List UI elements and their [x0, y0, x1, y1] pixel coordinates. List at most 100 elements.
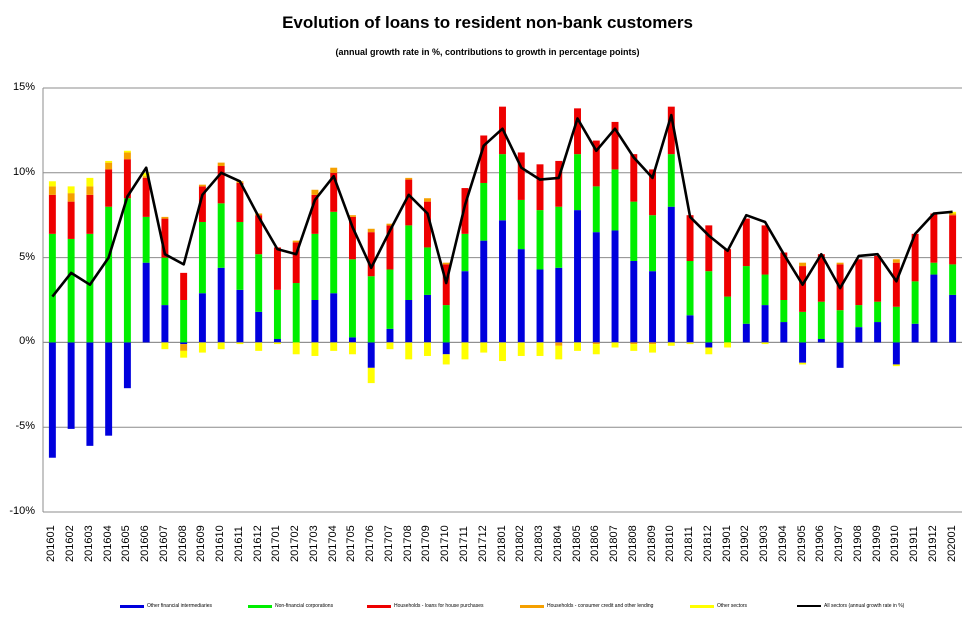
bar-segment — [67, 193, 75, 202]
legend-item: Households - consumer credit and other l… — [520, 603, 653, 609]
bar-segment — [386, 225, 394, 270]
bar-segment — [217, 342, 225, 350]
x-tick-label: 201901 — [720, 525, 733, 562]
bar-segment — [742, 323, 750, 343]
legend-swatch — [797, 605, 821, 607]
bar-segment — [292, 342, 300, 355]
bar-segment — [161, 342, 169, 350]
legend-item: Other sectors — [690, 603, 747, 609]
bar-segment — [198, 186, 206, 222]
bar-segment — [180, 300, 188, 343]
bar-segment — [592, 342, 600, 345]
bar-segment — [499, 342, 506, 362]
bar-segment — [48, 233, 56, 343]
bar-segment — [198, 221, 206, 294]
bar-segment — [105, 169, 113, 207]
bar-segment — [67, 342, 75, 429]
bar-segment — [424, 198, 431, 202]
bar-segment — [105, 160, 113, 163]
bar-segment — [892, 262, 900, 307]
bar-segment — [742, 266, 750, 324]
bar-segment — [649, 169, 657, 216]
bar-segment — [611, 169, 619, 231]
legend-item: Other financial intermediaries — [120, 603, 212, 609]
legend-label: Other financial intermediaries — [147, 603, 213, 609]
bar-segment — [836, 310, 844, 343]
bar-segment — [667, 154, 675, 207]
x-tick-label: 201711 — [457, 526, 470, 562]
bar-segment — [386, 223, 394, 226]
legend-swatch — [248, 604, 272, 608]
bar-segment — [892, 364, 900, 367]
bar-segment — [592, 232, 600, 343]
bar-segment — [405, 300, 413, 343]
bar-segment — [536, 269, 544, 343]
bar-segment — [217, 267, 225, 343]
x-tick-label: 201812 — [701, 525, 714, 562]
bar-segment — [105, 342, 113, 436]
legend-label: Households - consumer credit and other l… — [547, 603, 654, 609]
x-tick-label: 201904 — [776, 525, 789, 562]
x-tick-label: 201804 — [551, 525, 564, 562]
bar-segment — [311, 233, 319, 300]
y-tick-label: 15% — [12, 81, 35, 93]
bar-segment — [461, 233, 469, 272]
bar-segment — [705, 347, 713, 355]
bar-segment — [405, 225, 413, 300]
bar-segment — [536, 342, 544, 356]
chart-subtitle: (annual growth rate in %, contributions … — [335, 47, 640, 57]
bar-segment — [630, 342, 638, 345]
bar-segment — [330, 293, 338, 343]
bar-segment — [574, 210, 581, 343]
bar-segment — [273, 342, 281, 345]
bar-segment — [874, 301, 882, 323]
bar-segment — [930, 262, 938, 275]
bar-segment — [86, 177, 94, 187]
bar-segment — [574, 108, 581, 155]
legend-item: All sectors (annual growth rate in %) — [797, 603, 904, 609]
y-tick-label: 0% — [19, 335, 35, 348]
bar-segment — [292, 242, 300, 284]
bar-segment — [461, 342, 469, 360]
legend-label: Non-financial corporations — [275, 603, 334, 609]
x-tick-label: 201710 — [439, 525, 452, 562]
x-tick-label: 201709 — [420, 525, 433, 562]
bar-segment — [667, 206, 675, 343]
x-tick-label: 201906 — [814, 525, 827, 562]
bar-segment — [424, 294, 431, 343]
bar-segment — [480, 342, 488, 353]
bar-segment — [367, 232, 375, 277]
x-tick-label: 201607 — [157, 525, 170, 562]
bar-segment — [630, 201, 638, 261]
bar-segment — [367, 367, 375, 384]
bar-segment — [123, 342, 131, 389]
x-tick-label: 202001 — [945, 525, 958, 562]
x-tick-label: 201602 — [64, 525, 77, 562]
bar-segment — [761, 342, 769, 345]
bar-segment — [461, 271, 469, 343]
bar-segment — [348, 216, 356, 260]
bar-segment — [555, 267, 563, 343]
bar-segment — [348, 337, 356, 343]
x-tick-label: 201902 — [739, 525, 752, 562]
bar-segment — [780, 322, 788, 343]
x-tick-label: 201601 — [45, 525, 58, 562]
bar-segment — [649, 215, 657, 272]
bar-segment — [386, 269, 394, 329]
bar-segment — [499, 154, 506, 221]
x-tick-label: 201706 — [364, 525, 377, 562]
bar-segment — [67, 186, 75, 194]
x-tick-label: 201802 — [514, 525, 527, 562]
bar-segment — [817, 339, 825, 343]
x-tick-label: 201905 — [795, 525, 808, 562]
x-tick-label: 201703 — [307, 525, 320, 562]
bar-segment — [761, 274, 769, 306]
x-tick-label: 201903 — [758, 525, 771, 562]
bar-segment — [348, 259, 356, 338]
bar-segment — [761, 225, 769, 275]
bar-segment — [649, 344, 657, 353]
bar-segment — [330, 167, 338, 173]
x-tick-label: 201806 — [589, 525, 602, 562]
bar-segment — [217, 166, 225, 204]
y-tick-label: 10% — [12, 165, 35, 178]
